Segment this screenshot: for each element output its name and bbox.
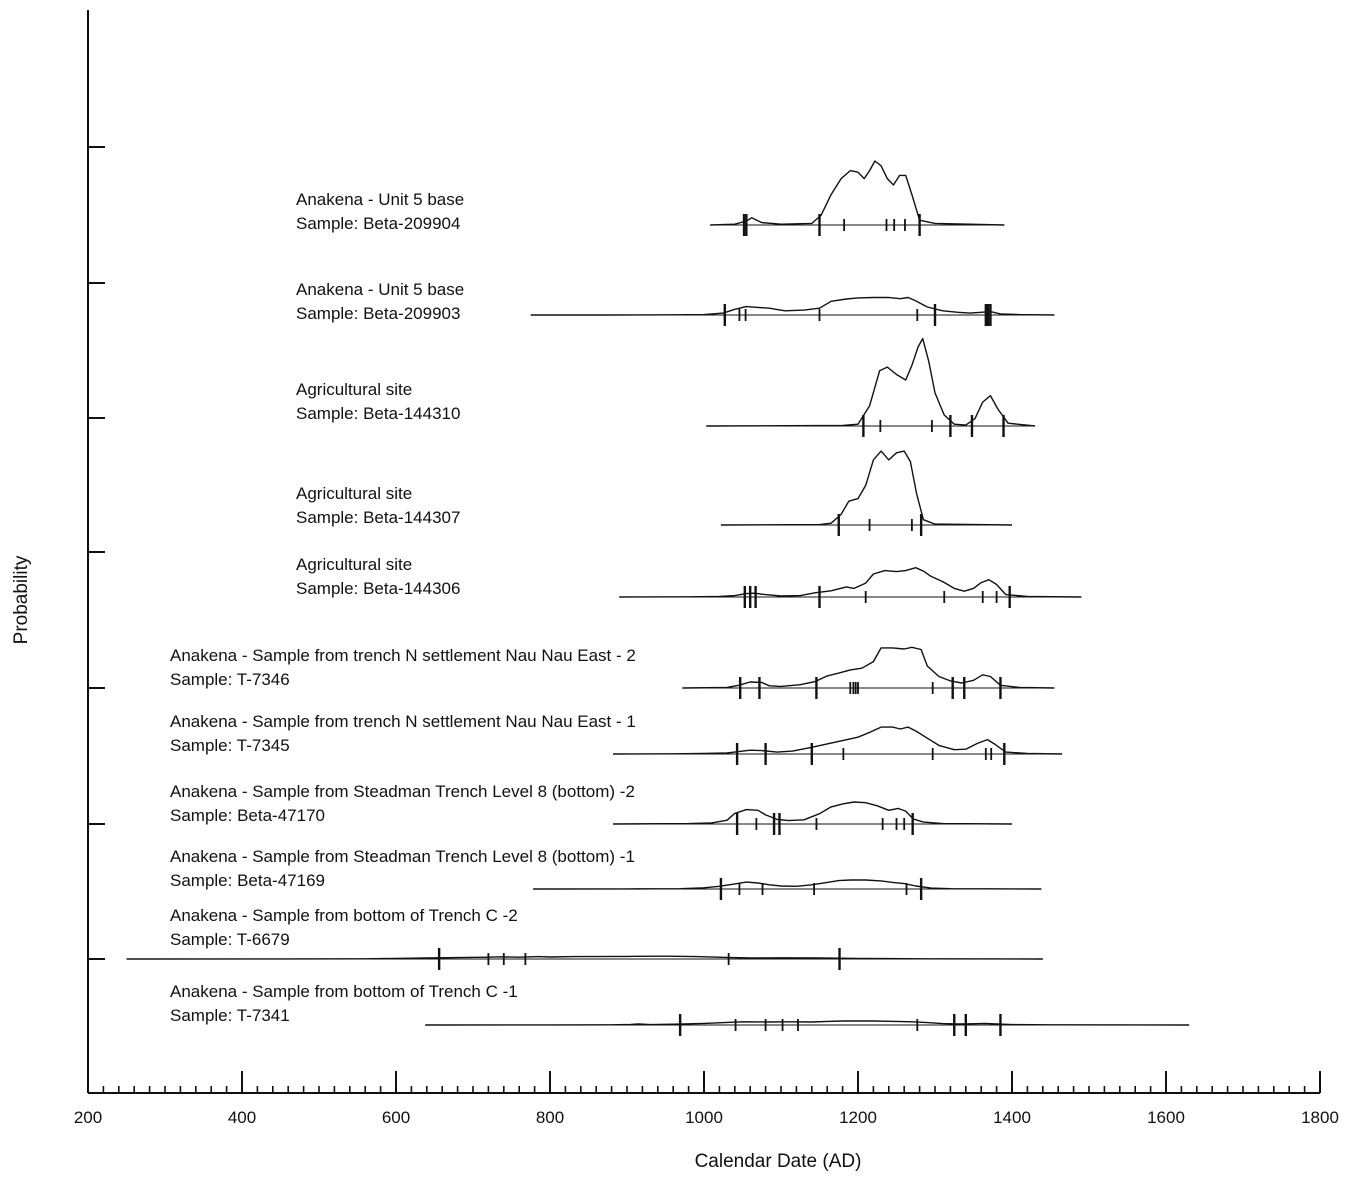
- x-tick-label: 800: [536, 1108, 564, 1127]
- series-sample-label: Sample: Beta-47169: [170, 871, 325, 890]
- series-sample-label: Sample: Beta-144307: [296, 508, 460, 527]
- series-sample-label: Sample: Beta-47170: [170, 806, 325, 825]
- series-probability-curve: [619, 567, 1082, 598]
- series-8: Anakena - Sample from Steadman Trench Le…: [170, 782, 1013, 835]
- series-6: Anakena - Sample from trench N settlemen…: [170, 646, 1055, 699]
- series-sample-label: Sample: T-7341: [170, 1006, 290, 1025]
- series-2: Anakena - Unit 5 base Sample: Beta-209903: [296, 280, 1055, 326]
- plot-area: Anakena - Unit 5 base Sample: Beta-209904…: [126, 160, 1190, 1036]
- series-9: Anakena - Sample from Steadman Trench Le…: [170, 847, 1042, 900]
- series-probability-curve: [126, 955, 1043, 960]
- series-sample-label: Sample: T-7346: [170, 670, 290, 689]
- series-site-label: Agricultural site: [296, 484, 412, 503]
- series-site-label: Anakena - Unit 5 base: [296, 190, 464, 209]
- series-site-label: Agricultural site: [296, 555, 412, 574]
- series-site-label: Agricultural site: [296, 380, 412, 399]
- series-11: Anakena - Sample from bottom of Trench C…: [170, 982, 1190, 1036]
- series-7: Anakena - Sample from trench N settlemen…: [170, 712, 1063, 765]
- axes: 200 400 600 800 1000 1200 1400 1600 1800: [74, 10, 1339, 1127]
- series-site-label: Anakena - Sample from Steadman Trench Le…: [170, 782, 635, 801]
- x-tick-label: 400: [228, 1108, 256, 1127]
- series-probability-curve: [533, 879, 1042, 890]
- x-tick-label: 1200: [839, 1108, 877, 1127]
- series-probability-curve: [720, 450, 1013, 526]
- x-tick-label: 1000: [685, 1108, 723, 1127]
- series-probability-curve: [682, 646, 1055, 689]
- y-axis-title: Probability: [11, 555, 32, 644]
- x-tick-label: 600: [382, 1108, 410, 1127]
- series-site-label: Anakena - Sample from bottom of Trench C…: [170, 906, 518, 925]
- series-3: Agricultural site Sample: Beta-144310: [296, 337, 1036, 437]
- series-site-label: Anakena - Sample from Steadman Trench Le…: [170, 847, 635, 866]
- series-site-label: Anakena - Sample from trench N settlemen…: [170, 646, 636, 665]
- x-tick-label: 1400: [993, 1108, 1031, 1127]
- series-site-label: Anakena - Sample from bottom of Trench C…: [170, 982, 518, 1001]
- series-4: Agricultural site Sample: Beta-144307: [296, 450, 1013, 536]
- series-sample-label: Sample: Beta-144310: [296, 404, 460, 423]
- series-5: Agricultural site Sample: Beta-144306: [296, 555, 1082, 608]
- series-sample-label: Sample: T-7345: [170, 736, 290, 755]
- x-tick-label: 1600: [1147, 1108, 1185, 1127]
- series-probability-curve: [710, 160, 1005, 226]
- series-sample-label: Sample: Beta-144306: [296, 579, 460, 598]
- series-1: Anakena - Unit 5 base Sample: Beta-209904: [296, 160, 1005, 236]
- x-tick-label: 1800: [1301, 1108, 1339, 1127]
- series-site-label: Anakena - Unit 5 base: [296, 280, 464, 299]
- x-tick-label: 200: [74, 1108, 102, 1127]
- series-sample-label: Sample: T-6679: [170, 930, 290, 949]
- series-10: Anakena - Sample from bottom of Trench C…: [126, 906, 1043, 970]
- x-axis-title: Calendar Date (AD): [695, 1151, 862, 1172]
- series-probability-curve: [425, 1020, 1190, 1026]
- series-probability-curve: [706, 337, 1036, 427]
- series-probability-curve: [613, 801, 1013, 825]
- series-sample-label: Sample: Beta-209903: [296, 304, 460, 323]
- series-site-label: Anakena - Sample from trench N settlemen…: [170, 712, 636, 731]
- series-probability-curve: [530, 296, 1055, 316]
- series-probability-curve: [613, 726, 1063, 755]
- series-sample-label: Sample: Beta-209904: [296, 214, 460, 233]
